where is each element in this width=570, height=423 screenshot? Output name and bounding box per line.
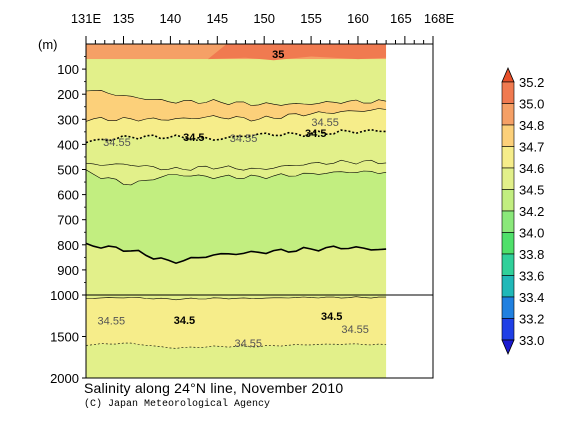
y-tick-label: 100 (57, 62, 79, 77)
colorbar-segment (501, 296, 515, 319)
contour-line (86, 169, 387, 186)
colorbar-label: 34.5 (519, 183, 544, 198)
colorbar-label: 33.6 (519, 269, 544, 284)
y-tick-label: 300 (57, 112, 79, 127)
contour-lines (86, 89, 387, 349)
colorbar-top-arrow (501, 66, 515, 83)
contour-label: 34.5 (174, 315, 195, 327)
y-tick-label: 500 (57, 163, 79, 178)
colorbar-bottom-arrow (501, 339, 515, 356)
chart-title: Salinity along 24°N line, November 2010 (84, 380, 344, 396)
band-35.0 (207, 44, 387, 61)
y-tick-label: 1000 (50, 288, 79, 303)
chart-credit: (C) Japan Meteorological Agency (84, 399, 271, 410)
colorbar-segment (501, 167, 515, 190)
salinity-fill-bands (86, 44, 433, 378)
contour-line (86, 242, 387, 265)
contour-line (86, 108, 387, 122)
colorbar-label: 33.0 (519, 333, 544, 348)
colorbar-segment (501, 124, 515, 147)
x-tick-label: 160 (347, 11, 369, 26)
contour-label: 34.55 (341, 324, 369, 336)
x-tick-label: 150 (253, 11, 275, 26)
colorbar-label: 34.2 (519, 204, 544, 219)
x-tick-label: 135 (113, 11, 135, 26)
contour-label: 34.55 (311, 117, 339, 129)
contour-label: 34.5 (305, 128, 326, 140)
y-tick-label: 700 (57, 213, 79, 228)
colorbar-label: 35.2 (519, 75, 544, 90)
colorbar-label: 34.6 (519, 161, 544, 176)
colorbar-segment (501, 318, 515, 341)
x-tick-label: 145 (206, 11, 228, 26)
y-tick-label: 2000 (50, 371, 79, 386)
no-data-area (386, 44, 433, 378)
contour-label: 34.5 (183, 132, 204, 144)
colorbar-label: 34.8 (519, 118, 544, 133)
colorbar-label: 33.8 (519, 247, 544, 262)
colorbar-label: 34.0 (519, 226, 544, 241)
x-axis-ticks: 131E 135 140 145 150 155 160 165 168E (71, 11, 455, 44)
y-tick-label: 1500 (50, 330, 79, 345)
colorbar: 35.2 35.0 34.8 34.7 34.6 34.5 34.2 34.0 33.8 33.6… (501, 66, 544, 356)
contour-line (86, 159, 387, 171)
colorbar-label: 33.2 (519, 312, 544, 327)
contour-label: 34.5 (321, 311, 342, 323)
y-tick-label: 900 (57, 263, 79, 278)
colorbar-segment (501, 275, 515, 298)
colorbar-label: 33.4 (519, 290, 544, 305)
colorbar-label: 35.0 (519, 97, 544, 112)
x-tick-label: 140 (160, 11, 182, 26)
x-tick-label: 155 (300, 11, 322, 26)
colorbar-segment (501, 81, 515, 104)
colorbar-segment (501, 232, 515, 255)
colorbar-segment (501, 146, 515, 169)
y-tick-label: 600 (57, 188, 79, 203)
contour-label: 34.55 (103, 137, 131, 149)
x-tick-label: 165 (390, 11, 412, 26)
colorbar-segment (501, 210, 515, 233)
band-34.55 (86, 343, 387, 378)
x-tick-label: 131E (71, 11, 102, 26)
contour-label: 34.55 (230, 133, 258, 145)
contour-label: 35 (272, 49, 284, 61)
contour-line (86, 296, 387, 301)
colorbar-label: 34.7 (519, 140, 544, 155)
contour-line (86, 89, 387, 106)
contour-label: 34.55 (98, 315, 126, 327)
colorbar-segment (501, 103, 515, 126)
x-tick-label: 168E (424, 11, 455, 26)
y-tick-label: 200 (57, 87, 79, 102)
y-axis-ticks: 100 200 300 400 500 600 700 800 900 1000 1500 2000 (50, 56, 86, 386)
y-tick-label: 800 (57, 238, 79, 253)
y-tick-label: 400 (57, 137, 79, 152)
contour-label: 34.55 (234, 338, 262, 350)
plot-frame (85, 43, 434, 379)
y-axis-label: (m) (38, 37, 58, 52)
colorbar-segment (501, 189, 515, 212)
colorbar-segment (501, 253, 515, 276)
